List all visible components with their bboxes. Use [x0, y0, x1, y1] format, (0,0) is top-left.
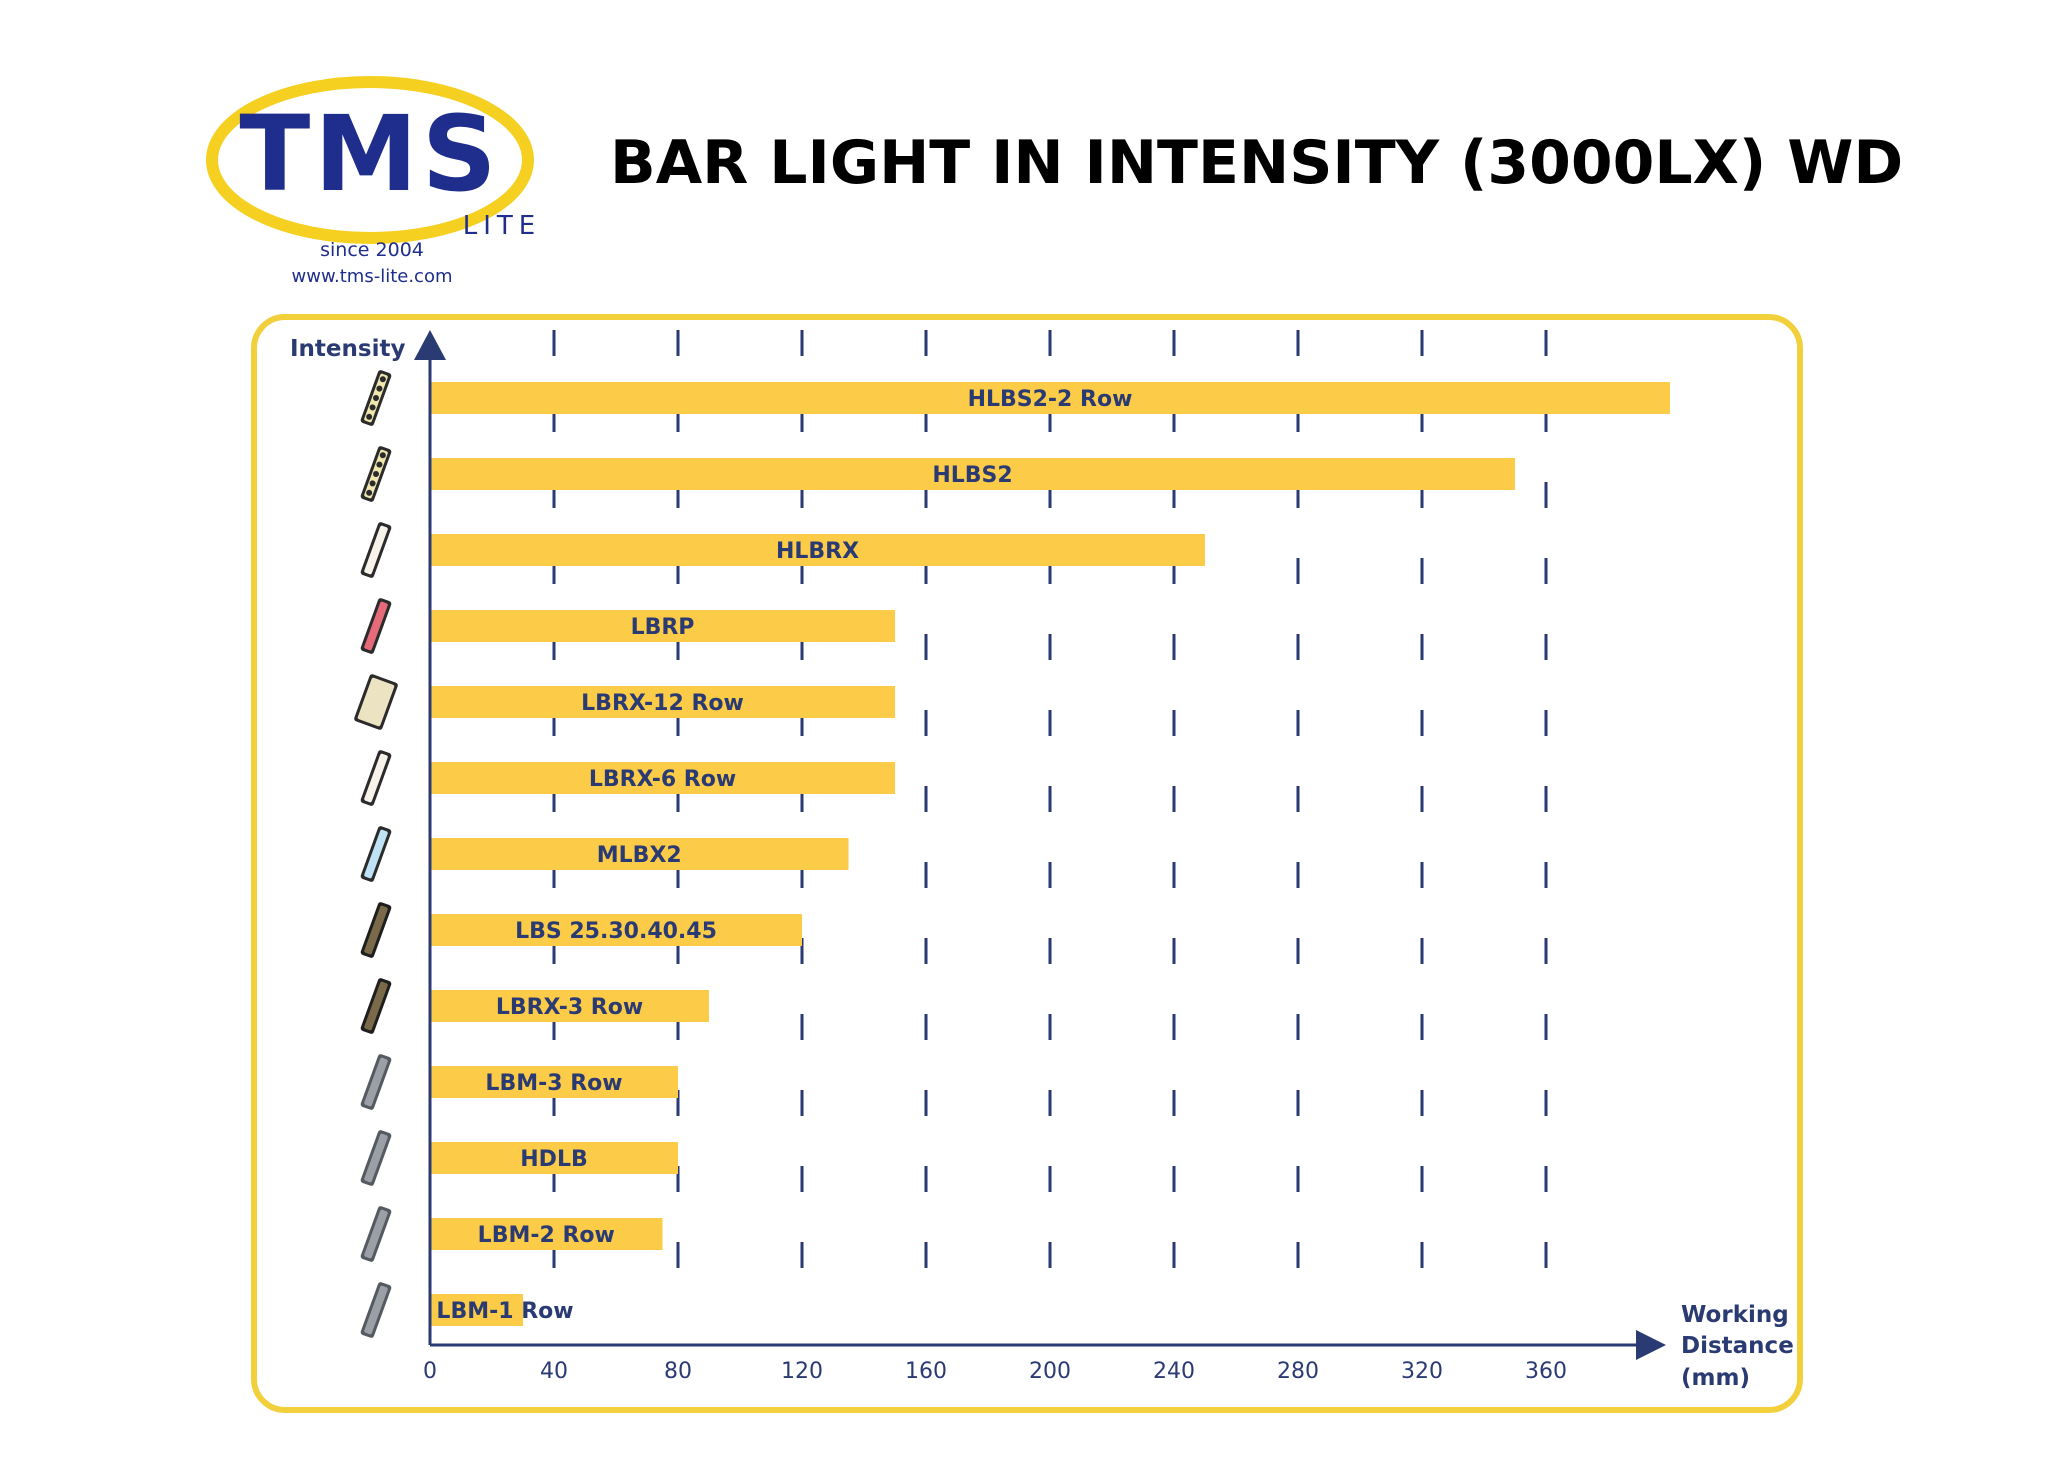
grid-lines	[552, 330, 1548, 1310]
bar	[430, 1142, 678, 1174]
logo-sub-text: LITE	[463, 211, 541, 241]
x-axis-arrow-icon	[1636, 1330, 1666, 1360]
x-tick-label: 320	[1401, 1359, 1443, 1384]
bar	[430, 610, 895, 642]
bar-light-wide-icon	[354, 674, 398, 730]
bar-light-black-icon	[360, 978, 392, 1034]
bar-label: HLBRX	[776, 539, 859, 564]
bar-light-grey-icon	[360, 1054, 392, 1110]
bar-light-blue-icon	[360, 826, 392, 882]
bar-label: MLBX2	[597, 843, 682, 868]
x-tick-label: 40	[540, 1359, 568, 1384]
x-tick-label: 240	[1153, 1359, 1195, 1384]
bar-label: HLBS2-2 Row	[968, 387, 1133, 412]
bar	[430, 990, 709, 1022]
y-axis-arrow-icon	[414, 330, 446, 360]
bar-light-white-icon	[360, 750, 392, 806]
bar	[430, 458, 1515, 490]
x-tick-labels: 0 40 80 120 160 200 240 280 320 360	[423, 1359, 1567, 1384]
bar-label: LBRX-12 Row	[581, 691, 744, 716]
bar-label: LBS 25.30.40.45	[515, 919, 717, 944]
bar	[430, 686, 895, 718]
bar-light-grey-icon	[360, 1130, 392, 1186]
x-tick-label: 80	[664, 1359, 692, 1384]
bar	[430, 1218, 663, 1250]
bar	[430, 1066, 678, 1098]
y-axis-label: Intensity	[290, 336, 405, 362]
bar-light-grey-icon	[360, 1282, 392, 1338]
bars: HLBS2-2 Row HLBS2 HLBRX LBRP LBRX-12 Row LBRX…	[430, 382, 1670, 1326]
bar-light-red-icon	[360, 598, 392, 654]
axes: Intensity Working Distance (mm)	[290, 330, 1794, 1391]
bar-label: LBM-3 Row	[485, 1071, 622, 1096]
bar-label: LBM-2 Row	[478, 1223, 615, 1248]
chart-frame	[251, 314, 1803, 1413]
x-tick-label: 120	[781, 1359, 823, 1384]
bar-light-white-icon	[360, 522, 392, 578]
logo-url: www.tms-lite.com	[292, 266, 453, 287]
bar-label: LBM-1 Row	[436, 1299, 573, 1324]
bar	[430, 1294, 523, 1326]
x-tick-label: 200	[1029, 1359, 1071, 1384]
x-axis-label-line-3: (mm)	[1681, 1365, 1750, 1391]
bar-label: LBRP	[631, 615, 695, 640]
bar	[430, 382, 1670, 414]
bar-label: LBRX-6 Row	[589, 767, 736, 792]
bar	[430, 914, 802, 946]
x-tick-label: 160	[905, 1359, 947, 1384]
tms-lite-logo: TMS LITE since 2004 www.tms-lite.com	[206, 76, 541, 287]
page-title: BAR LIGHT IN INTENSITY (3000LX) WD	[610, 128, 1904, 198]
bar-light-grey-icon	[360, 1206, 392, 1262]
bar-light-dotted-icon	[360, 446, 392, 502]
bar	[430, 762, 895, 794]
x-tick-label: 0	[423, 1359, 437, 1384]
x-tick-label: 280	[1277, 1359, 1319, 1384]
x-axis-label-line-2: Distance	[1681, 1333, 1794, 1359]
logo-text: TMS	[239, 93, 500, 215]
bar-light-dotted-icon	[360, 370, 392, 426]
x-tick-label: 360	[1525, 1359, 1567, 1384]
bar-label: HLBS2	[932, 463, 1012, 488]
logo-since: since 2004	[320, 239, 424, 261]
bar	[430, 534, 1205, 566]
bar-label: HDLB	[520, 1147, 587, 1172]
bar	[430, 838, 849, 870]
x-axis-label-line-1: Working	[1681, 1302, 1789, 1328]
bar-label: LBRX-3 Row	[496, 995, 643, 1020]
bar-light-black-icon	[360, 902, 392, 958]
product-icons	[354, 370, 398, 1338]
